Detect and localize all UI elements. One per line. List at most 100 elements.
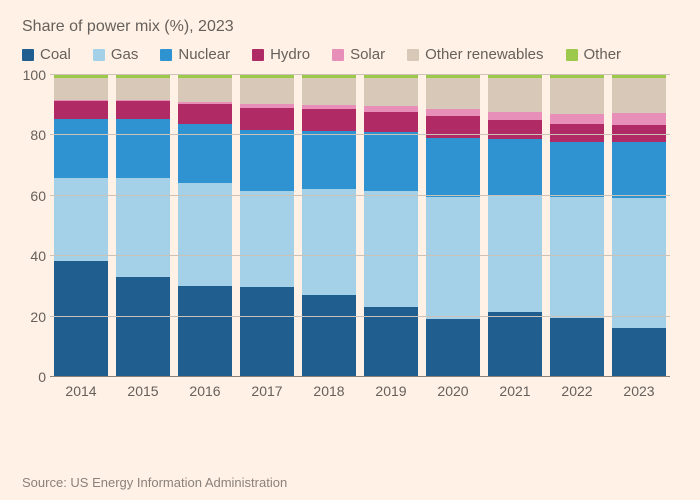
legend-item: Gas (93, 46, 139, 63)
bar-segment (364, 78, 418, 106)
bar-segment (612, 125, 666, 142)
bar-column (484, 75, 546, 377)
bar-segment (178, 78, 232, 102)
bar-column (546, 75, 608, 377)
bar-column (422, 75, 484, 377)
bar-segment (550, 78, 604, 114)
y-tick-label: 20 (22, 309, 46, 325)
bar-segment (178, 104, 232, 124)
bar-segment (240, 78, 294, 104)
plot-area: 020406080100 (50, 75, 670, 377)
bar-segment (426, 197, 480, 319)
bar-segment (550, 142, 604, 197)
bar-segment (612, 113, 666, 125)
bar-segment (302, 295, 356, 377)
bar-column (50, 75, 112, 377)
legend-label: Coal (40, 46, 71, 63)
x-tick-label: 2023 (608, 377, 670, 405)
legend-label: Other renewables (425, 46, 543, 63)
bar-segment (240, 130, 294, 190)
legend: Coal Gas Nuclear Hydro Solar Other renewables… (22, 46, 678, 63)
bar-segment (488, 196, 542, 312)
bar-segment (364, 307, 418, 377)
bar-segment (54, 261, 108, 377)
bar-segment (426, 319, 480, 377)
legend-item: Nuclear (160, 46, 230, 63)
bar-segment (302, 131, 356, 189)
bar-segment (302, 109, 356, 130)
bar-column (298, 75, 360, 377)
x-tick-label: 2016 (174, 377, 236, 405)
gridline (50, 316, 670, 317)
bar-segment (302, 78, 356, 105)
x-tick-label: 2019 (360, 377, 422, 405)
chart-area: 020406080100 201420152016201720182019202… (50, 75, 670, 405)
gridline (50, 195, 670, 196)
bar-segment (302, 189, 356, 295)
gridline (50, 255, 670, 256)
y-tick-label: 40 (22, 248, 46, 264)
bar-segment (488, 139, 542, 196)
legend-swatch (93, 49, 105, 61)
bar-segment (488, 312, 542, 377)
legend-swatch (566, 49, 578, 61)
bar-segment (240, 191, 294, 287)
legend-item: Coal (22, 46, 71, 63)
x-tick-label: 2015 (112, 377, 174, 405)
bar-segment (364, 132, 418, 191)
legend-swatch (407, 49, 419, 61)
bar-segment (426, 138, 480, 197)
bar-segment (488, 120, 542, 139)
bar-segment (364, 112, 418, 132)
legend-item: Other renewables (407, 46, 543, 63)
bar-segment (426, 109, 480, 116)
y-tick-label: 0 (22, 369, 46, 385)
bar-segment (612, 78, 666, 113)
bar-segment (364, 191, 418, 307)
bar-segment (426, 78, 480, 109)
legend-label: Other (584, 46, 622, 63)
chart-subtitle: Share of power mix (%), 2023 (22, 18, 678, 36)
bar-segment (54, 78, 108, 99)
x-tick-label: 2017 (236, 377, 298, 405)
bar-segment (116, 101, 170, 119)
x-axis: 2014201520162017201820192020202120222023 (50, 377, 670, 405)
bar-column (112, 75, 174, 377)
gridline (50, 134, 670, 135)
bar-segment (550, 114, 604, 124)
bar-segment (54, 119, 108, 178)
legend-label: Solar (350, 46, 385, 63)
bar-column (174, 75, 236, 377)
bar-segment (550, 197, 604, 317)
legend-swatch (22, 49, 34, 61)
bar-segment (550, 124, 604, 142)
bar-segment (612, 328, 666, 377)
bar-segment (612, 142, 666, 198)
legend-item: Solar (332, 46, 385, 63)
legend-swatch (332, 49, 344, 61)
legend-swatch (160, 49, 172, 61)
bar-segment (54, 101, 108, 119)
x-tick-label: 2018 (298, 377, 360, 405)
y-tick-label: 80 (22, 127, 46, 143)
bar-segment (116, 78, 170, 99)
legend-item: Other (566, 46, 622, 63)
legend-label: Nuclear (178, 46, 230, 63)
legend-swatch (252, 49, 264, 61)
bar-column (236, 75, 298, 377)
x-tick-label: 2020 (422, 377, 484, 405)
bar-segment (178, 286, 232, 378)
bar-column (360, 75, 422, 377)
x-tick-label: 2014 (50, 377, 112, 405)
gridline (50, 74, 670, 75)
legend-label: Gas (111, 46, 139, 63)
bar-segment (488, 112, 542, 120)
bar-segment (240, 108, 294, 130)
bar-segment (178, 183, 232, 285)
legend-item: Hydro (252, 46, 310, 63)
bar-segment (54, 178, 108, 261)
bar-segment (116, 178, 170, 277)
bar-segment (240, 287, 294, 377)
x-tick-label: 2021 (484, 377, 546, 405)
bar-segment (488, 78, 542, 112)
